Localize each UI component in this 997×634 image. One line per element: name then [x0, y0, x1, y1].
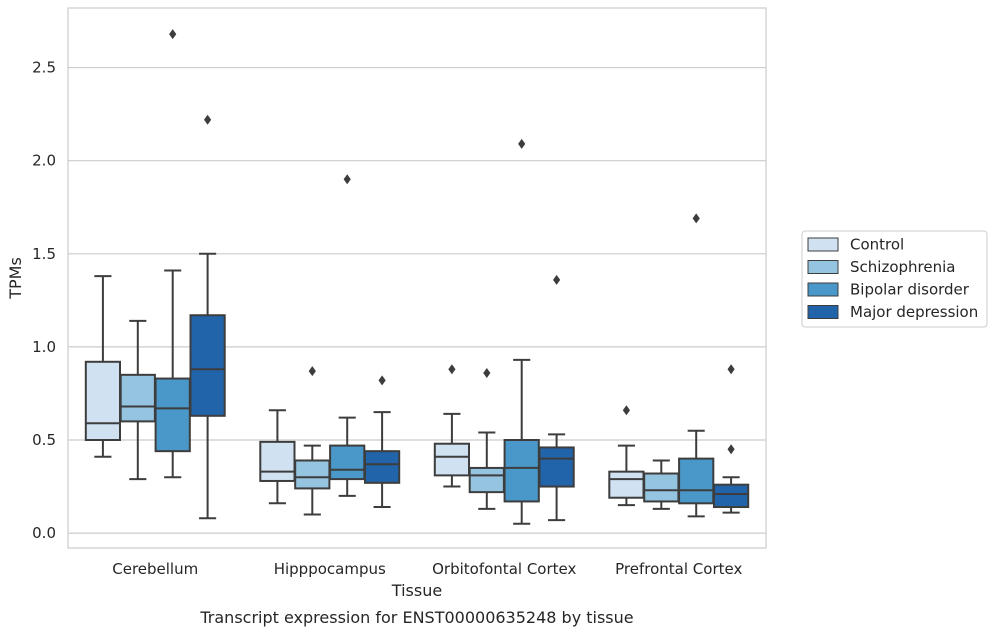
box-group — [189, 114, 226, 520]
y-tick-label: 1.5 — [32, 245, 56, 263]
x-tick-label: Prefrontal Cortex — [615, 560, 742, 578]
box — [643, 472, 680, 503]
legend-label: Bipolar disorder — [850, 281, 970, 299]
outlier-point — [622, 405, 630, 416]
legend-label: Schizophrenia — [850, 258, 955, 276]
box — [468, 466, 505, 494]
y-tick-label: 1.0 — [32, 338, 56, 356]
box-plots — [84, 29, 750, 525]
outlier-point — [692, 213, 700, 224]
box — [189, 314, 226, 417]
box — [503, 439, 540, 503]
outlier-point — [204, 114, 212, 125]
box — [608, 470, 645, 499]
outlier-point — [378, 375, 386, 386]
y-tick-label: 2.0 — [32, 152, 56, 170]
box-group — [329, 174, 366, 497]
box-group — [363, 375, 401, 509]
box — [259, 440, 296, 482]
outlier-point — [343, 174, 351, 185]
box-group — [433, 364, 471, 488]
outlier-point — [518, 138, 526, 149]
box-group — [468, 367, 505, 510]
box-group — [294, 366, 331, 516]
box — [154, 377, 191, 453]
box — [294, 459, 331, 490]
y-tick-label: 2.5 — [32, 59, 56, 77]
legend-label: Major depression — [850, 303, 978, 321]
legend-swatch — [807, 282, 839, 297]
box — [329, 444, 366, 481]
box — [363, 450, 401, 484]
x-tick-labels: Cerebellum Hipppocampus Orbitofontal Corte… — [112, 560, 742, 578]
box-group — [503, 138, 540, 525]
legend-swatch — [807, 260, 839, 274]
box-group — [538, 274, 575, 522]
y-tick-labels: 0.0 0.5 1.0 1.5 2.0 2.5 — [32, 59, 56, 543]
legend: Control Schizophrenia Bipolar disorder Majo… — [801, 230, 988, 328]
outlier-point — [727, 364, 735, 375]
outlier-point — [553, 274, 561, 285]
box — [678, 457, 715, 505]
box — [119, 373, 156, 423]
box-group — [712, 364, 750, 514]
box-group — [608, 405, 645, 507]
x-tick-label: Orbitofontal Cortex — [432, 560, 576, 578]
y-axis-title: TPMs — [6, 257, 25, 300]
x-axis-title: Tissue — [391, 581, 442, 600]
box-group — [678, 213, 715, 518]
legend-swatch — [807, 305, 839, 319]
box-group — [154, 29, 191, 479]
outlier-point — [727, 444, 735, 455]
outlier-point — [169, 29, 177, 40]
legend-swatch — [807, 237, 839, 252]
box — [433, 442, 471, 477]
box — [712, 483, 750, 509]
box-group — [259, 409, 296, 505]
box-group — [119, 319, 156, 481]
legend-label: Control — [850, 236, 904, 254]
legend-frame — [801, 230, 988, 328]
x-tick-label: Hipppocampus — [274, 560, 386, 578]
y-tick-label: 0.5 — [32, 431, 56, 449]
x-tick-label: Cerebellum — [112, 560, 198, 578]
chart-caption: Transcript expression for ENST0000063524… — [199, 608, 633, 627]
outlier-point — [448, 364, 456, 375]
box-group — [643, 459, 680, 510]
outlier-point — [308, 366, 316, 377]
box — [84, 360, 122, 441]
outlier-point — [483, 367, 491, 378]
box-group — [84, 275, 122, 458]
box — [538, 446, 575, 488]
plot-frame — [67, 7, 767, 549]
y-tick-label: 0.0 — [32, 524, 56, 542]
